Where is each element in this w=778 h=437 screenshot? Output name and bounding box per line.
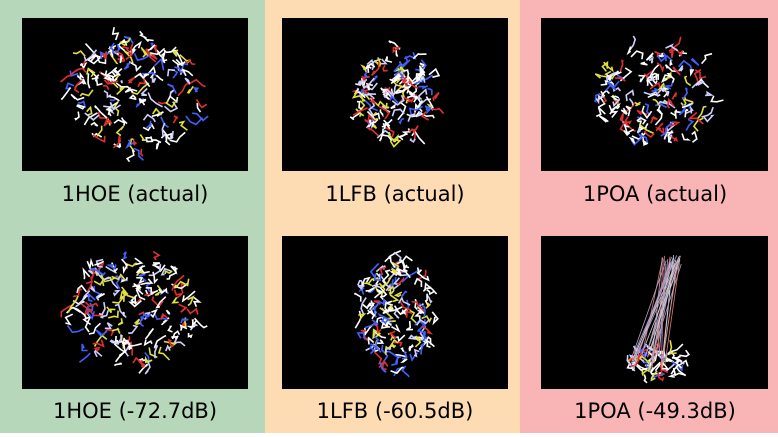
image-label: 1LFB (-60.5dB) — [317, 399, 474, 423]
page: 1HOE (actual) 1HOE (-72.7dB) 1LFB (actual)… — [0, 0, 778, 433]
image-label: 1LFB (actual) — [325, 182, 464, 206]
structure-image — [541, 236, 768, 389]
image-label: 1POA (-49.3dB) — [574, 399, 736, 423]
structure-image — [282, 18, 508, 171]
image-label: 1POA (actual) — [583, 182, 727, 206]
image-label: 1HOE (actual) — [62, 182, 209, 206]
figure: 1HOE (actual) 1HOE (-72.7dB) 1LFB (actual)… — [0, 0, 778, 433]
image-label: 1HOE (-72.7dB) — [53, 399, 217, 423]
